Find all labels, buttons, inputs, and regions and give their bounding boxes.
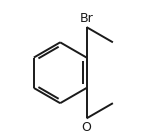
- Text: Br: Br: [80, 12, 93, 25]
- Text: O: O: [82, 121, 92, 134]
